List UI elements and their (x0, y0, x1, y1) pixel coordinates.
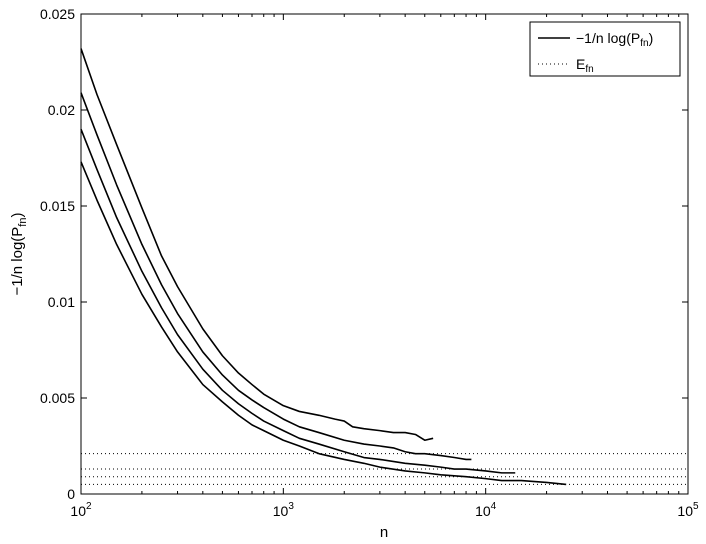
legend-box (529, 21, 681, 77)
legend-entry-dotted-base: E (576, 56, 585, 72)
series-layer (80, 48, 567, 486)
series-line-2 (80, 128, 516, 474)
series-line-3 (80, 161, 567, 486)
legend-entry-solid-sub: fn (640, 38, 648, 49)
legend-entry-solid: −1/n log(Pfn) (576, 30, 653, 49)
y-tick-label-4: 0.02 (48, 102, 75, 118)
x-tick-label-2: 104 (475, 501, 497, 519)
y-axis-label-sub: fn (17, 218, 29, 227)
legend-entry-solid-base: −1/n log(P (576, 30, 640, 46)
y-tick-label-3: 0.015 (40, 198, 75, 214)
ticks-layer: 0 0.005 0.01 0.015 0.02 0.025 102 103 104 105 (40, 6, 699, 519)
y-axis-label: −1/n log(Pfn) (9, 213, 29, 296)
legend: −1/n log(Pfn) Efn (529, 21, 681, 77)
series-line-1 (80, 92, 472, 461)
legend-entry-solid-suffix: ) (649, 30, 654, 46)
y-tick-label-5: 0.025 (40, 6, 75, 22)
y-tick-label-0: 0 (67, 486, 75, 502)
legend-entry-dotted-sub: fn (585, 64, 593, 75)
x-tick-label-0: 102 (70, 501, 92, 519)
y-axis-label-suffix: ) (9, 213, 26, 218)
x-axis-label: n (380, 524, 388, 541)
legend-entry-dotted: Efn (576, 56, 594, 75)
y-axis-label-base: −1/n log(P (9, 227, 26, 296)
x-tick-label-1: 103 (273, 501, 295, 519)
x-tick-label-3: 105 (677, 501, 699, 519)
y-tick-label-2: 0.01 (48, 294, 75, 310)
y-tick-label-1: 0.005 (40, 390, 75, 406)
series-line-0 (80, 48, 434, 442)
plot-area (80, 13, 689, 495)
